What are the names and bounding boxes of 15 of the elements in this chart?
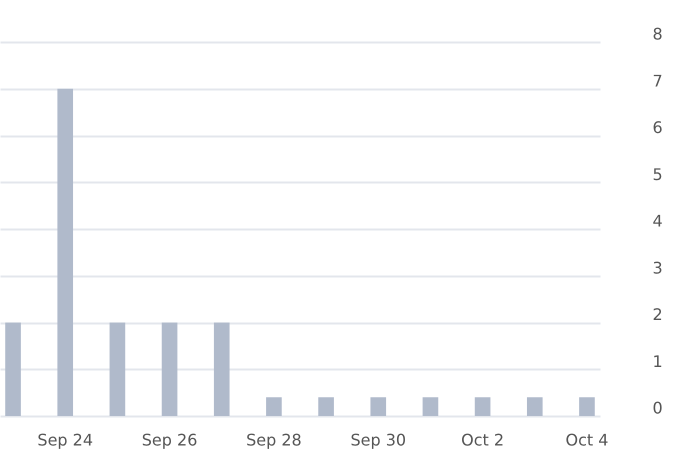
x-tick-label: Oct 2 — [461, 430, 504, 450]
y-tick-label: 0 — [652, 398, 663, 418]
x-tick-label: Sep 26 — [142, 430, 198, 450]
y-tick-label: 7 — [652, 71, 663, 90]
x-tick-label: Oct 4 — [565, 430, 608, 450]
y-tick-label: 4 — [652, 212, 663, 230]
y-tick-label: 6 — [652, 118, 663, 137]
x-tick-label: Sep 24 — [37, 430, 94, 450]
x-tick-label: Sep 30 — [350, 430, 406, 450]
y-tick-label: 3 — [652, 258, 663, 278]
y-tick-label: 1 — [652, 352, 663, 371]
x-tick-label: Sep 28 — [246, 430, 302, 450]
y-tick-label: 5 — [652, 164, 663, 184]
y-tick-label: 2 — [652, 305, 663, 324]
y-tick-label: 8 — [652, 24, 663, 44]
